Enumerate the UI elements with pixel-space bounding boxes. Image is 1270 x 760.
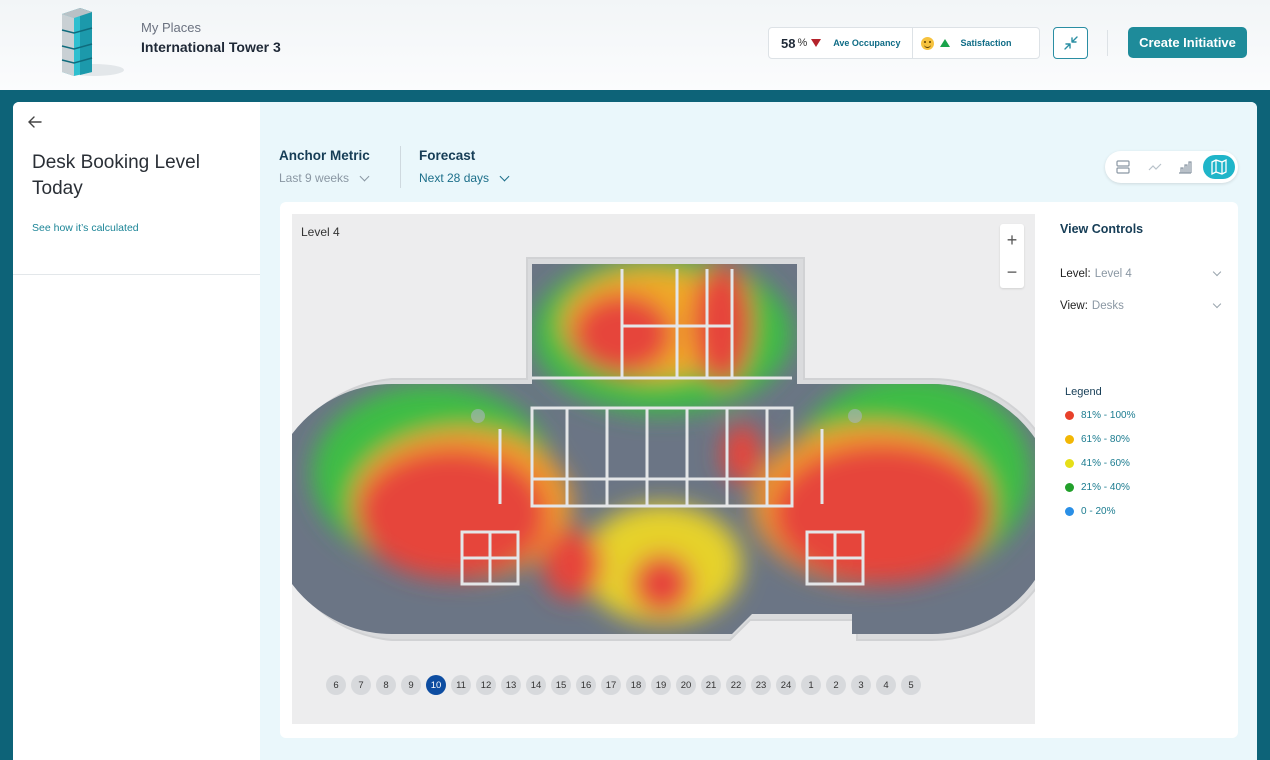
main-content: Anchor Metric Last 9 weeks Forecast Next… — [260, 102, 1257, 760]
legend-item: 0 - 20% — [1065, 506, 1115, 517]
satisfaction-stat[interactable]: Satisfaction — [913, 36, 1019, 50]
occupancy-unit: % — [797, 37, 808, 49]
day-pill[interactable]: 18 — [626, 675, 646, 695]
forecast-dropdown[interactable]: Next 28 days — [419, 171, 510, 185]
legend-color-dot — [1065, 411, 1074, 420]
zoom-controls: + − — [1000, 224, 1024, 288]
day-selector: 6 7 8 9 10 11 12 13 14 15 16 17 18 19 20 21 22 23 24 1 2 3 4 5 — [326, 675, 921, 695]
day-pill[interactable]: 13 — [501, 675, 521, 695]
legend-label: 21% - 40% — [1081, 482, 1130, 493]
anchor-metric-value: Last 9 weeks — [279, 171, 350, 185]
smiley-icon — [921, 36, 935, 50]
chevron-down-icon — [499, 171, 510, 181]
zoom-out-button[interactable]: − — [1006, 261, 1018, 282]
occupancy-value: 58 — [781, 35, 796, 51]
anchor-metric-dropdown[interactable]: Last 9 weeks — [279, 171, 370, 185]
metric-divider — [400, 146, 401, 188]
level-select-key: Level: — [1060, 268, 1091, 280]
day-pill[interactable]: 16 — [576, 675, 596, 695]
day-pill[interactable]: 9 — [401, 675, 421, 695]
building-name: International Tower 3 — [141, 39, 281, 55]
create-initiative-button[interactable]: Create Initiative — [1128, 27, 1247, 58]
day-pill[interactable]: 15 — [551, 675, 571, 695]
trend-up-icon — [940, 39, 951, 47]
view-controls-title: View Controls — [1060, 222, 1144, 236]
line-chart-view-icon[interactable] — [1143, 155, 1167, 179]
view-select[interactable]: View: Desks — [1060, 299, 1222, 312]
kpi-summary: 58 % Ave Occupancy Satisfaction — [768, 27, 1040, 59]
day-pill[interactable]: 19 — [651, 675, 671, 695]
day-pill[interactable]: 21 — [701, 675, 721, 695]
view-mode-toggle — [1105, 151, 1238, 183]
anchor-metric-title: Anchor Metric — [279, 148, 370, 163]
legend-title: Legend — [1065, 386, 1102, 398]
legend-item: 81% - 100% — [1065, 410, 1135, 421]
level-select[interactable]: Level: Level 4 — [1060, 267, 1222, 280]
forecast-value: Next 28 days — [419, 171, 490, 185]
view-select-value: Desks — [1091, 300, 1124, 312]
breadcrumb[interactable]: My Places — [141, 20, 201, 35]
day-pill[interactable]: 1 — [801, 675, 821, 695]
building-icon — [61, 8, 124, 76]
day-pill[interactable]: 12 — [476, 675, 496, 695]
day-pill[interactable]: 22 — [726, 675, 746, 695]
day-pill[interactable]: 11 — [451, 675, 471, 695]
day-pill[interactable]: 3 — [851, 675, 871, 695]
day-pill[interactable]: 17 — [601, 675, 621, 695]
occupancy-label: Ave Occupancy — [833, 38, 901, 48]
trend-down-icon — [811, 39, 822, 47]
header-divider — [1107, 30, 1108, 56]
map-level-label: Level 4 — [301, 225, 340, 239]
legend-item: 61% - 80% — [1065, 434, 1130, 445]
legend-label: 0 - 20% — [1081, 506, 1116, 517]
floor-plan-heatmap-image — [292, 257, 1035, 641]
level-select-value: Level 4 — [1094, 268, 1132, 280]
view-select-key: View: — [1060, 300, 1088, 312]
collapse-arrows-icon — [1063, 36, 1078, 50]
day-pill[interactable]: 2 — [826, 675, 846, 695]
chevron-down-icon — [359, 171, 370, 181]
legend-item: 41% - 60% — [1065, 458, 1130, 469]
occupancy-stat[interactable]: 58 % Ave Occupancy — [769, 28, 914, 58]
chevron-down-icon — [1212, 267, 1222, 277]
collapse-button[interactable] — [1053, 27, 1088, 59]
day-pill[interactable]: 10 — [426, 675, 446, 695]
back-arrow-icon[interactable] — [27, 114, 43, 130]
day-pill[interactable]: 20 — [676, 675, 696, 695]
legend-color-dot — [1065, 483, 1074, 492]
legend-item: 21% - 40% — [1065, 482, 1130, 493]
legend-color-dot — [1065, 507, 1074, 516]
legend-color-dot — [1065, 459, 1074, 468]
content-panel: Desk Booking Level Today See how it’s ca… — [13, 102, 1257, 760]
floor-heatmap[interactable]: Level 4 + − 6 7 8 9 10 11 12 13 14 15 16 17 18 19 20 21… — [292, 214, 1035, 724]
day-pill[interactable]: 23 — [751, 675, 771, 695]
legend-color-dot — [1065, 435, 1074, 444]
day-pill[interactable]: 7 — [351, 675, 371, 695]
legend-label: 81% - 100% — [1081, 410, 1136, 421]
day-pill[interactable]: 5 — [901, 675, 921, 695]
map-view-icon[interactable] — [1203, 155, 1235, 179]
day-pill[interactable]: 24 — [776, 675, 796, 695]
satisfaction-label: Satisfaction — [960, 38, 1012, 48]
day-pill[interactable]: 6 — [326, 675, 346, 695]
sidebar-divider — [13, 274, 260, 275]
day-pill[interactable]: 4 — [876, 675, 896, 695]
day-pill[interactable]: 8 — [376, 675, 396, 695]
top-header: My Places International Tower 3 58 % Ave… — [0, 0, 1270, 90]
chevron-down-icon — [1212, 299, 1222, 309]
sidebar: Desk Booking Level Today See how it’s ca… — [13, 102, 260, 760]
bar-chart-view-icon[interactable] — [1173, 155, 1197, 179]
page-title: Desk Booking Level Today — [32, 152, 200, 199]
forecast-title: Forecast — [419, 148, 476, 163]
zoom-in-button[interactable]: + — [1006, 229, 1018, 250]
list-view-icon[interactable] — [1111, 155, 1135, 179]
legend-label: 61% - 80% — [1081, 434, 1130, 445]
calculation-link[interactable]: See how it’s calculated — [32, 222, 139, 234]
legend-label: 41% - 60% — [1081, 458, 1130, 469]
map-card: Level 4 + − 6 7 8 9 10 11 12 13 14 15 16 17 18 19 20 21… — [280, 202, 1238, 738]
day-pill[interactable]: 14 — [526, 675, 546, 695]
